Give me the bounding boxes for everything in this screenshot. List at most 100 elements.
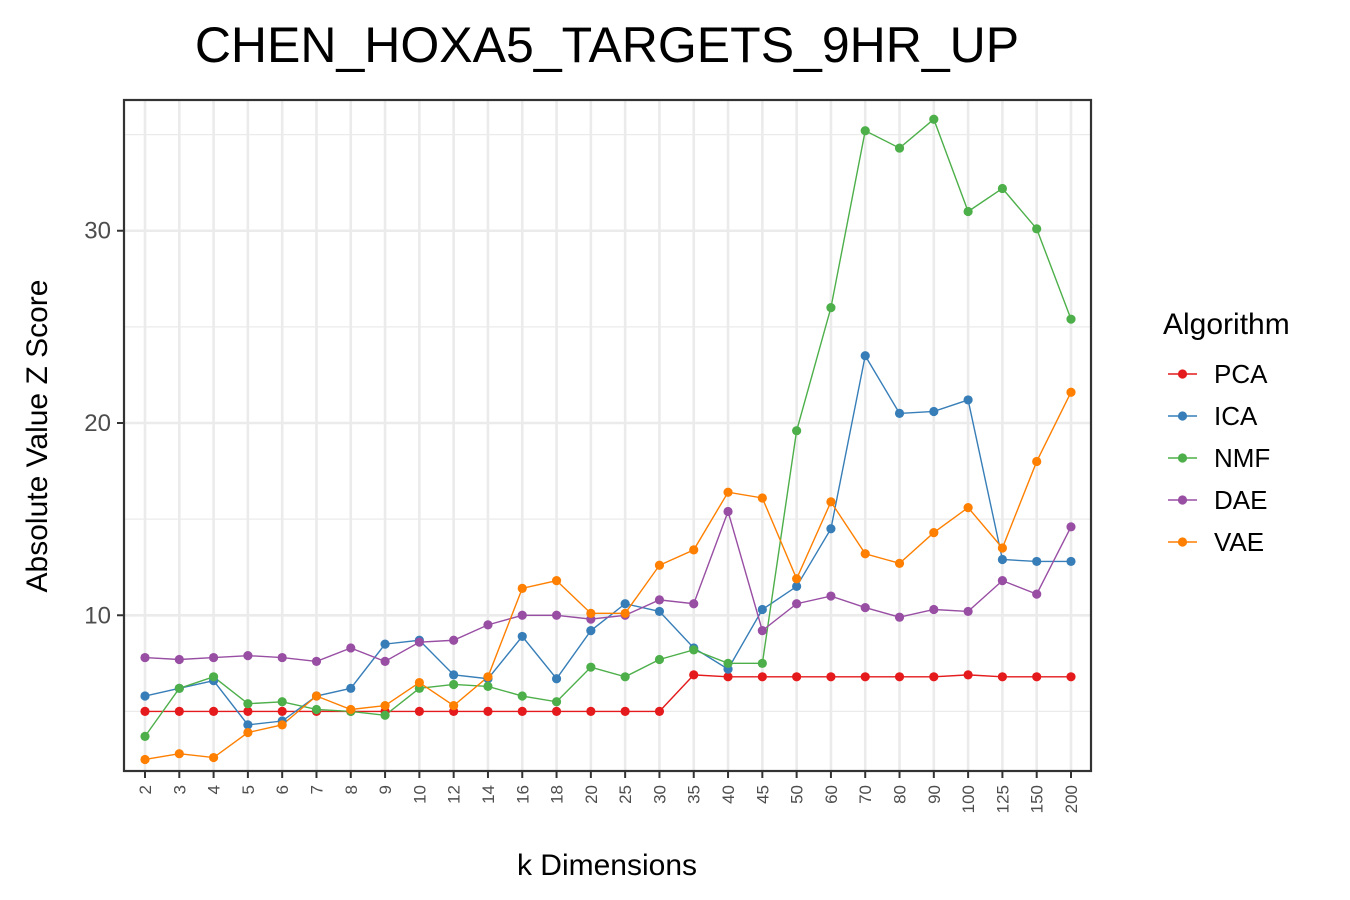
y-tick-label: 20 (84, 410, 111, 437)
data-point-vae (654, 560, 665, 570)
data-point-nmf (380, 710, 390, 720)
data-point-vae (586, 608, 596, 618)
data-point-vae (277, 720, 287, 730)
data-point-vae (929, 527, 939, 538)
data-point-nmf (860, 126, 870, 136)
data-point-ica (997, 554, 1008, 565)
data-point-pca (689, 670, 699, 680)
x-tick-label: 150 (1028, 785, 1047, 813)
data-point-ica (792, 581, 802, 592)
data-point-dae (860, 602, 870, 613)
data-point-dae (929, 604, 939, 615)
data-point-nmf (243, 699, 253, 709)
data-point-dae (1066, 522, 1076, 532)
legend-label-pca: PCA (1214, 359, 1268, 389)
data-point-dae (826, 591, 836, 601)
chart-title: CHEN_HOXA5_TARGETS_9HR_UP (195, 17, 1019, 73)
data-point-nmf (792, 426, 802, 436)
data-point-dae (757, 626, 767, 636)
legend: Algorithm PCA ICA NMF DAE VAE (1163, 308, 1290, 557)
y-axis: 10 20 30 (84, 218, 124, 629)
x-tick-label: 5 (239, 785, 258, 794)
x-tick-label: 12 (445, 785, 464, 804)
data-point-vae (1066, 387, 1076, 397)
x-tick-label: 14 (479, 785, 498, 804)
legend-label-nmf: NMF (1214, 443, 1270, 473)
data-point-vae (997, 543, 1008, 553)
data-point-pca (723, 672, 733, 682)
data-point-pca (1032, 672, 1042, 682)
data-point-pca (654, 706, 665, 716)
legend-key-point (1177, 369, 1188, 379)
data-point-dae (174, 654, 184, 665)
data-point-nmf (586, 662, 596, 672)
series-line-dae (144, 509, 1072, 663)
data-point-ica (654, 606, 665, 617)
data-point-vae (723, 487, 733, 497)
data-point-dae (414, 637, 424, 647)
legend-key-point (1177, 411, 1188, 421)
data-point-pca (997, 672, 1008, 682)
data-point-dae (517, 610, 527, 620)
data-point-nmf (174, 683, 184, 693)
data-point-dae (997, 576, 1008, 586)
series-line-pca (145, 674, 1071, 713)
data-point-pca (277, 706, 287, 716)
data-point-pca (826, 672, 836, 682)
x-tick-label: 90 (925, 785, 944, 804)
x-tick-label: 9 (376, 785, 395, 794)
data-point-ica (1032, 556, 1042, 567)
x-tick-label: 16 (513, 785, 532, 804)
data-point-dae (963, 606, 973, 617)
x-axis-title: k Dimensions (517, 849, 697, 882)
x-tick-label: 18 (548, 785, 567, 804)
data-point-dae (483, 620, 493, 630)
plot-border (122, 98, 1093, 773)
data-point-ica (449, 670, 459, 680)
data-point-pca (1066, 672, 1076, 682)
series-line-nmf (144, 118, 1072, 737)
data-point-pca (243, 706, 253, 716)
data-point-nmf (757, 658, 767, 668)
data-point-dae (380, 656, 390, 667)
data-point-pca (140, 706, 150, 716)
data-point-nmf (894, 143, 905, 153)
data-point-dae (1032, 589, 1042, 599)
data-point-ica (551, 674, 562, 684)
legend-key-point (1177, 537, 1188, 547)
data-point-vae (551, 576, 562, 586)
x-axis: 2 3 4 5 6 7 8 9 10 12 14 16 18 20 25 30 35 40 45 50 60 70 80 90… (136, 771, 1081, 813)
y-tick-label: 30 (84, 218, 111, 245)
y-tick-label: 10 (84, 602, 111, 629)
data-point-vae (757, 493, 767, 503)
data-point-vae (140, 754, 150, 765)
x-tick-label: 45 (753, 785, 772, 804)
x-tick-label: 60 (822, 785, 841, 804)
x-tick-label: 25 (616, 785, 635, 804)
data-point-nmf (551, 697, 562, 707)
data-point-vae (689, 545, 699, 555)
plot-background (124, 100, 1091, 771)
data-point-ica (243, 720, 253, 730)
data-point-nmf (620, 672, 630, 682)
data-point-vae (1032, 456, 1042, 467)
data-point-pca (174, 706, 184, 716)
x-tick-label: 200 (1062, 785, 1081, 813)
data-point-dae (654, 595, 665, 605)
data-point-nmf (689, 645, 699, 655)
data-point-nmf (929, 114, 939, 124)
data-point-nmf (449, 679, 459, 690)
data-point-vae (311, 691, 322, 701)
data-point-nmf (277, 697, 287, 707)
data-point-nmf (1032, 224, 1042, 234)
data-point-vae (483, 672, 493, 682)
x-tick-label: 70 (856, 785, 875, 804)
data-point-vae (414, 677, 424, 688)
data-point-pca (620, 706, 630, 716)
data-point-ica (517, 631, 527, 642)
data-point-ica (380, 639, 390, 649)
data-point-ica (620, 599, 630, 609)
data-point-vae (792, 574, 802, 584)
data-point-pca (551, 706, 562, 716)
data-point-ica (346, 683, 356, 693)
